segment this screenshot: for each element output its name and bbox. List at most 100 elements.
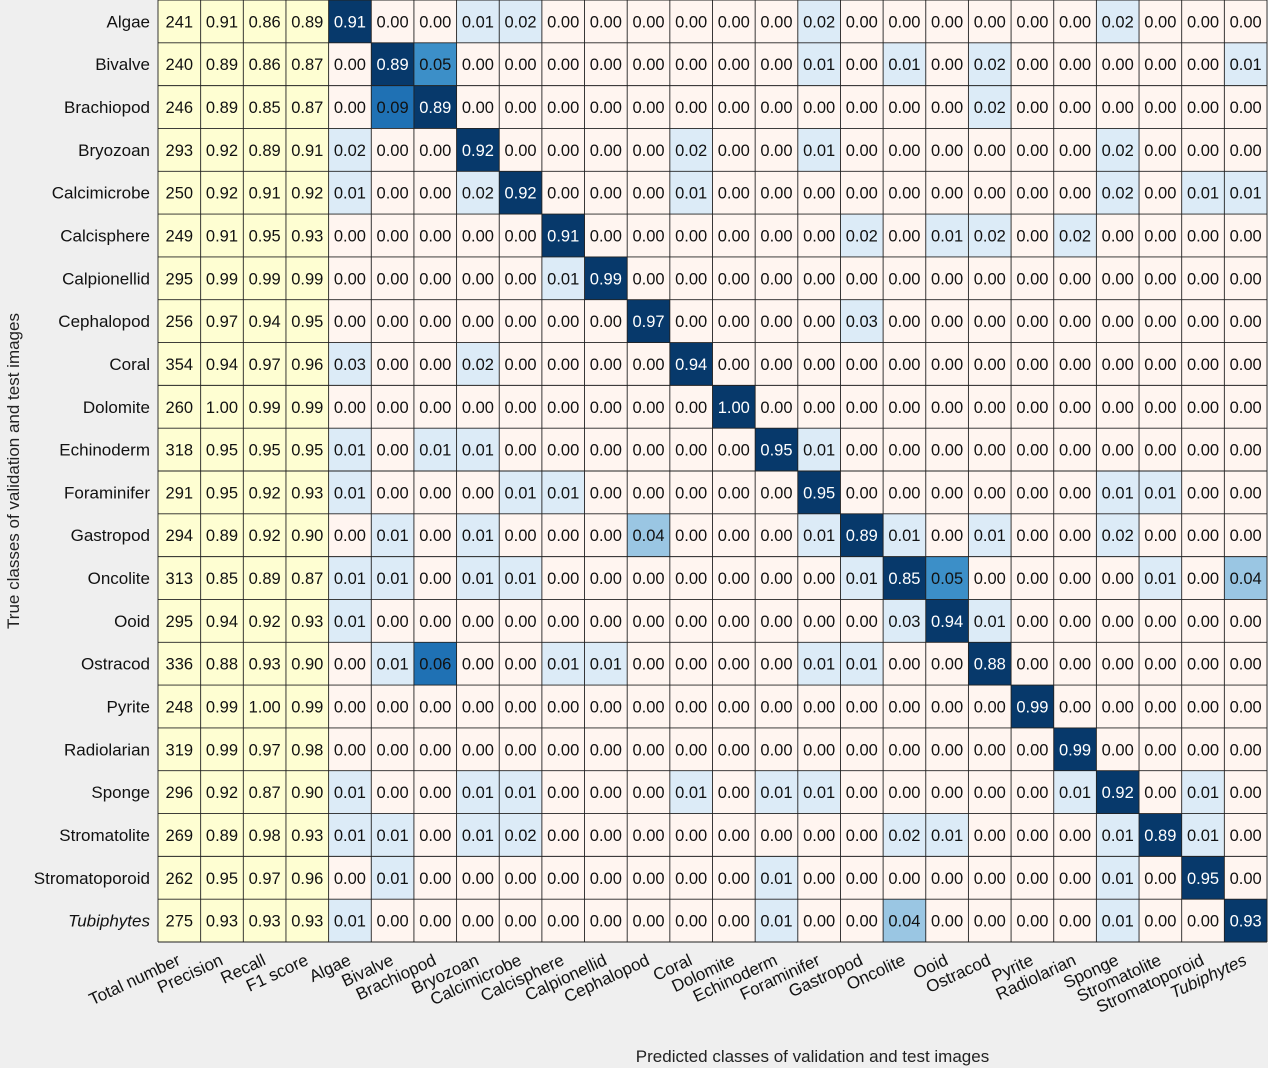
matrix-value: 0.00 [718, 56, 750, 74]
matrix-cell [371, 385, 414, 429]
matrix-cell [1011, 727, 1054, 771]
matrix-cell [584, 599, 628, 643]
matrix-value: 0.00 [1187, 570, 1219, 588]
matrix-cell [456, 813, 500, 857]
matrix-value: 0.95 [803, 484, 835, 502]
matrix-value: 0.00 [419, 313, 451, 331]
matrix-cell [627, 256, 670, 300]
matrix-value: 0.00 [547, 913, 579, 931]
metric-cell [200, 385, 244, 429]
matrix-value: 0.01 [1144, 484, 1176, 502]
matrix-cell [755, 599, 798, 643]
matrix-cell [1096, 171, 1140, 215]
metric-value: 0.89 [206, 56, 238, 74]
matrix-value: 0.00 [1016, 313, 1048, 331]
row-label: Oncolite [88, 569, 150, 588]
matrix-value: 0.00 [632, 870, 664, 888]
matrix-cell [925, 727, 969, 771]
metric-value: 0.94 [206, 356, 238, 374]
matrix-value: 0.01 [377, 870, 409, 888]
metric-cell [243, 770, 286, 814]
matrix-value: 0.00 [419, 827, 451, 845]
metric-cell [200, 299, 244, 343]
matrix-cell [883, 128, 926, 172]
matrix-value: 0.00 [547, 99, 579, 117]
matrix-cell [1181, 770, 1225, 814]
matrix-value: 0.00 [1187, 142, 1219, 160]
matrix-cell [669, 899, 713, 942]
metric-cell [200, 171, 244, 215]
matrix-value: 0.01 [334, 784, 366, 802]
matrix-value: 0.01 [1230, 56, 1262, 74]
matrix-value: 0.00 [419, 527, 451, 545]
matrix-cell [627, 342, 670, 386]
matrix-value: 0.00 [1016, 356, 1048, 374]
matrix-cell [456, 342, 500, 386]
matrix-value: 0.00 [1187, 228, 1219, 246]
row-label: Ostracod [81, 655, 150, 674]
matrix-value: 0.00 [590, 56, 622, 74]
matrix-cell [797, 599, 841, 643]
matrix-cell [712, 85, 756, 129]
matrix-value: 0.00 [632, 570, 664, 588]
matrix-cell [413, 856, 457, 900]
matrix-value: 0.02 [1102, 142, 1134, 160]
matrix-cell [328, 770, 372, 814]
row-label: Pyrite [107, 698, 150, 717]
matrix-cell [456, 770, 500, 814]
matrix-value: 0.00 [718, 527, 750, 545]
matrix-cell [1139, 471, 1182, 514]
matrix-value: 0.00 [1230, 484, 1262, 502]
matrix-value: 0.00 [803, 356, 835, 374]
matrix-cell [925, 42, 969, 86]
matrix-value: 0.00 [632, 656, 664, 674]
matrix-cell [840, 685, 884, 728]
matrix-cell [1224, 128, 1267, 172]
matrix-cell [883, 342, 926, 386]
matrix-value: 0.99 [1059, 741, 1091, 759]
metric-value: 0.97 [249, 356, 281, 374]
matrix-value: 0.00 [1187, 13, 1219, 31]
metric-value: 246 [166, 99, 194, 117]
matrix-cell [968, 299, 1012, 343]
matrix-value: 0.00 [1102, 99, 1134, 117]
matrix-value: 0.00 [803, 313, 835, 331]
matrix-value: 0.00 [888, 270, 920, 288]
matrix-value: 0.00 [1059, 870, 1091, 888]
matrix-cell [840, 513, 884, 557]
matrix-cell [541, 0, 585, 43]
metric-value: 0.96 [291, 870, 323, 888]
matrix-value: 0.00 [846, 56, 878, 74]
matrix-cell [883, 214, 926, 257]
matrix-cell [968, 685, 1012, 728]
matrix-value: 0.00 [1230, 784, 1262, 802]
matrix-cell [968, 599, 1012, 643]
matrix-cell [627, 171, 670, 215]
matrix-value: 0.00 [462, 913, 494, 931]
metric-value: 249 [166, 228, 194, 246]
matrix-cell [627, 428, 670, 471]
matrix-value: 0.00 [419, 484, 451, 502]
metric-cell [158, 856, 201, 900]
matrix-cell [755, 727, 798, 771]
matrix-value: 0.00 [675, 228, 707, 246]
row-label: Calpionellid [62, 269, 150, 288]
matrix-cell [584, 85, 628, 129]
matrix-cell [371, 770, 414, 814]
matrix-cell [968, 770, 1012, 814]
matrix-value: 0.02 [846, 228, 878, 246]
matrix-value: 0.00 [718, 870, 750, 888]
matrix-value: 0.00 [718, 313, 750, 331]
matrix-value: 0.00 [846, 913, 878, 931]
matrix-cell [1011, 171, 1054, 215]
metric-cell [285, 685, 329, 728]
matrix-cell [925, 385, 969, 429]
metric-cell [158, 42, 201, 86]
matrix-value: 0.00 [803, 570, 835, 588]
matrix-value: 0.00 [803, 827, 835, 845]
matrix-cell [712, 685, 756, 728]
matrix-cell [1053, 770, 1097, 814]
matrix-cell [413, 813, 457, 857]
matrix-value: 0.00 [590, 484, 622, 502]
matrix-cell [371, 342, 414, 386]
